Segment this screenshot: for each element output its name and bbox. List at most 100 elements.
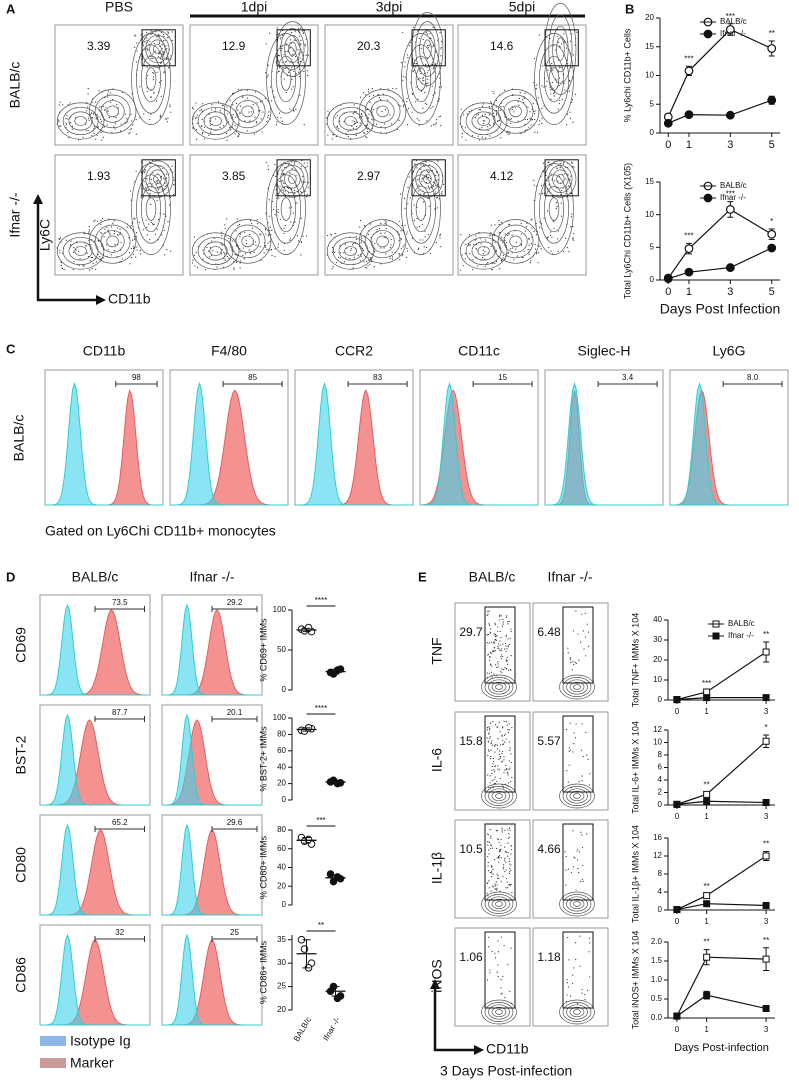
event-dot [492,886,494,888]
event-dot [587,631,590,633]
event-dot [568,959,570,961]
event-dot [152,71,154,74]
significance: ** [704,882,710,891]
event-dot [155,100,158,102]
x-tick-label: 0 [675,1025,680,1034]
event-dot [249,120,251,122]
event-dot [284,224,286,227]
event-dot [274,96,276,98]
event-dot [209,124,212,126]
event-dot [360,242,362,244]
event-dot [434,193,436,195]
event-dot [144,170,146,172]
event-dot [404,76,407,78]
event-dot [482,257,484,259]
row-label: CD69 [13,627,29,663]
event-dot [239,262,241,264]
contour [100,230,125,253]
event-dot [574,737,576,739]
plot-frame [44,369,164,506]
event-dot [562,163,564,165]
event-dot [527,238,530,240]
event-dot [498,721,500,723]
event-dot [585,731,587,734]
event-dot [195,117,197,119]
event-dot [429,33,431,35]
event-dot [268,199,270,201]
sd-bar [302,837,311,844]
row-label: BALB/c [11,415,27,462]
y-axis-label: % CD69+ IMMs [258,618,268,682]
event-dot [135,61,137,63]
event-dot [507,638,509,640]
plot-frame [532,819,609,919]
event-dot [430,37,432,39]
row-label: CD86 [13,957,29,993]
point [725,263,735,272]
contour [149,39,166,59]
contour [191,102,240,140]
event-dot [229,127,231,129]
event-dot [490,875,493,878]
event-dot [274,213,276,216]
y-axis-label: % CD80+ IMMs [258,835,268,899]
event-dot [82,136,84,139]
event-dot [215,263,217,265]
event-dot [61,267,64,270]
y-axis-label: % CD86+ IMMs [258,940,268,1004]
event-dot [505,659,507,661]
event-dot [502,621,504,623]
event-dot [565,855,567,858]
event-dot [553,93,555,95]
event-dot [220,253,223,255]
event-dot [292,85,294,88]
column-header: PBS [105,0,133,15]
event-dot [301,160,303,162]
event-dot [537,252,540,254]
y-tick-label: 10 [653,675,662,684]
event-dot [356,121,359,123]
event-dot [524,129,526,132]
event-dot [238,133,240,135]
event-dot [62,104,64,106]
event-dot [563,33,565,35]
point [703,900,711,908]
event-dot [487,840,489,843]
event-dot [493,115,496,117]
event-dot [543,217,545,219]
event-dot [219,126,221,128]
gate-bracket [211,936,258,942]
event-dot [419,225,421,228]
event-dot [556,238,559,240]
event-dot [161,58,163,61]
legend-swatch [40,1058,66,1068]
event-dot [406,124,409,126]
event-dot [415,66,417,68]
legend-label: Ifnar -/- [728,631,754,640]
event-dot [359,253,361,255]
event-dot [573,232,575,235]
event-dot [420,193,422,195]
event-dot [509,643,511,645]
point [725,110,735,120]
event-dot [469,244,472,246]
event-dot [414,163,416,165]
event-dot [507,829,509,831]
event-dot [509,741,511,743]
event-dot [86,101,88,104]
event-dot [488,849,490,851]
event-dot [530,219,532,221]
gate-value: 5.57 [537,734,561,748]
event-dot [380,223,382,225]
event-dot [528,126,530,128]
event-dot [285,61,287,63]
event-dot [495,674,498,677]
event-dot [577,867,579,870]
event-dot [564,237,567,240]
event-dot [282,182,284,184]
gate [411,159,446,197]
event-dot [493,112,495,114]
event-dot [438,116,440,118]
event-dot [502,618,504,621]
event-dot [572,660,574,663]
